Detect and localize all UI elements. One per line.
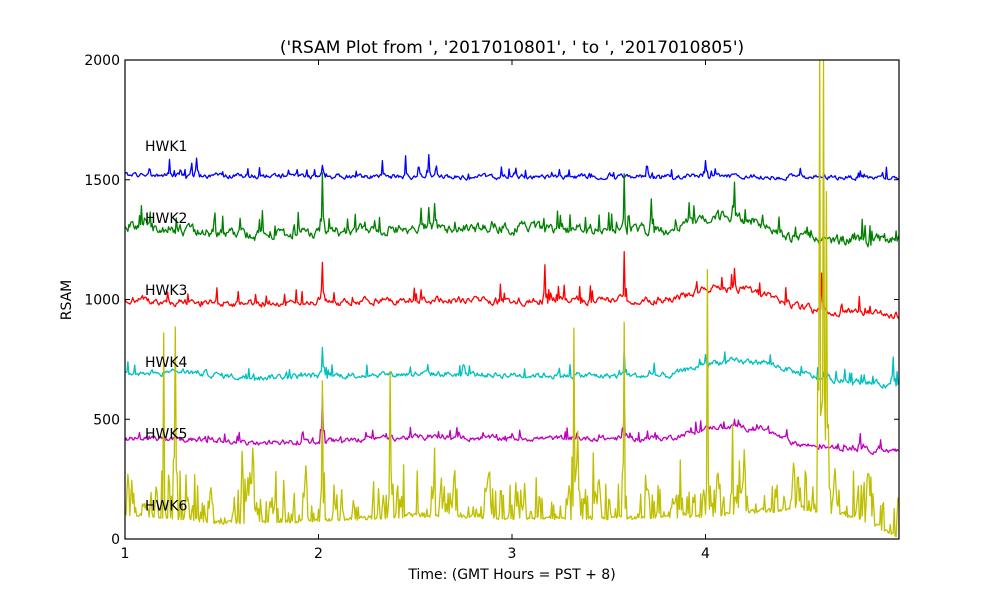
series-label-hwk1: HWK1 xyxy=(145,139,187,155)
series-line-hwk4 xyxy=(125,346,899,389)
y-tick-label: 1000 xyxy=(84,293,120,309)
series-layer xyxy=(125,60,899,538)
series-label-hwk3: HWK3 xyxy=(145,283,187,299)
series-line-hwk1 xyxy=(125,153,899,182)
y-tick-label: 500 xyxy=(93,412,120,428)
series-labels: HWK1 HWK2 HWK3 HWK4 HWK5 HWK6 xyxy=(145,139,188,514)
series-label-hwk2: HWK2 xyxy=(145,211,187,227)
series-line-hwk3 xyxy=(125,250,899,320)
x-tick-label: 4 xyxy=(701,546,710,562)
y-tick-label: 0 xyxy=(111,532,120,548)
series-label-hwk4: HWK4 xyxy=(145,355,188,371)
y-tick-label: 1500 xyxy=(84,173,120,189)
series-line-hwk6 xyxy=(125,60,899,538)
x-axis-label: Time: (GMT Hours = PST + 8) xyxy=(407,567,615,583)
y-axis-label: RSAM xyxy=(59,280,75,321)
x-tick-label: 1 xyxy=(121,546,130,562)
series-line-hwk5 xyxy=(125,395,899,456)
x-tick-label: 2 xyxy=(314,546,323,562)
series-label-hwk6: HWK6 xyxy=(145,498,188,514)
ticks-layer: 1 2 3 4 0 500 1000 1500 2000 xyxy=(84,53,899,562)
chart-title: ('RSAM Plot from ', '2017010801', ' to '… xyxy=(280,38,744,58)
y-tick-label: 2000 xyxy=(84,53,120,69)
series-label-hwk5: HWK5 xyxy=(145,427,187,443)
x-tick-label: 3 xyxy=(508,546,517,562)
series-line-hwk2 xyxy=(125,171,899,248)
